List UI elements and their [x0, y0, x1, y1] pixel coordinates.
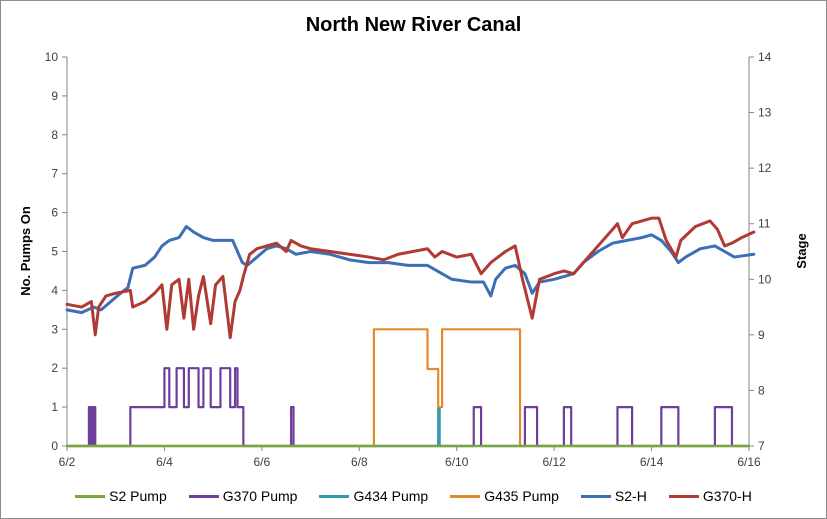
chart-title: North New River Canal [305, 14, 522, 36]
legend-swatch [75, 494, 106, 498]
y-tick-label-left: 3 [51, 322, 58, 336]
y-tick-label-right: 7 [758, 439, 765, 453]
series-line-g435-pump [65, 328, 751, 448]
y-tick-label-left: 7 [51, 167, 58, 181]
y-tick-label-right: 13 [758, 106, 772, 120]
y-tick-label-left: 4 [51, 283, 58, 297]
legend-item: G370-H [668, 486, 752, 506]
legend-item: G435 Pump [450, 486, 559, 506]
legend-item: S2 Pump [75, 486, 167, 506]
x-tick-label: 6/10 [445, 455, 469, 469]
x-tick-label: 6/14 [640, 455, 664, 469]
series-line-g434-pump [65, 406, 751, 448]
y-axis-title-left: No. Pumps On [18, 206, 33, 296]
x-tick-label: 6/12 [542, 455, 566, 469]
y-tick-label-left: 2 [51, 361, 58, 375]
chart-legend: S2 Pump G370 Pump G434 Pump G435 Pump S2-H G3… [0, 486, 827, 506]
legend-label: G370 Pump [222, 488, 298, 504]
y-axis-title-right: Stage [794, 233, 809, 268]
legend-swatch [668, 494, 699, 498]
y-tick-label-left: 1 [51, 400, 58, 414]
legend-label: S2-H [614, 488, 647, 504]
y-tick-label-left: 8 [51, 128, 58, 142]
series-line-g370-pump [65, 367, 751, 448]
x-tick-label: 6/6 [254, 455, 271, 469]
legend-item: S2-H [580, 486, 647, 506]
plot-series [65, 216, 756, 448]
legend-swatch [580, 494, 611, 498]
x-tick-label: 6/16 [737, 455, 761, 469]
legend-label: G435 Pump [484, 488, 559, 504]
y-tick-label-right: 11 [758, 217, 771, 231]
chart-axes [62, 56, 754, 451]
legend-swatch [450, 494, 481, 498]
y-tick-label-right: 14 [758, 50, 772, 64]
y-tick-label-right: 12 [758, 161, 772, 175]
x-tick-label: 6/8 [351, 455, 368, 469]
y-tick-label-right: 8 [758, 383, 765, 397]
y-tick-label-left: 9 [51, 89, 58, 103]
series-line-s2-h [65, 224, 756, 315]
y-tick-label-left: 10 [45, 50, 59, 64]
y-tick-label-right: 9 [758, 328, 765, 342]
legend-label: S2 Pump [109, 488, 167, 504]
legend-item: G434 Pump [319, 486, 428, 506]
legend-swatch [319, 494, 350, 498]
legend-item: G370 Pump [188, 486, 298, 506]
y-tick-label-left: 6 [51, 206, 58, 220]
legend-label: G370-H [702, 488, 752, 504]
series-line-g370-h [65, 216, 756, 340]
y-tick-label-left: 0 [51, 439, 58, 453]
y-tick-label-right: 10 [758, 272, 772, 286]
y-tick-label-left: 5 [51, 245, 58, 259]
x-tick-label: 6/2 [59, 455, 76, 469]
legend-label: G434 Pump [353, 488, 429, 504]
x-tick-label: 6/4 [156, 455, 173, 469]
legend-swatch [188, 494, 219, 498]
